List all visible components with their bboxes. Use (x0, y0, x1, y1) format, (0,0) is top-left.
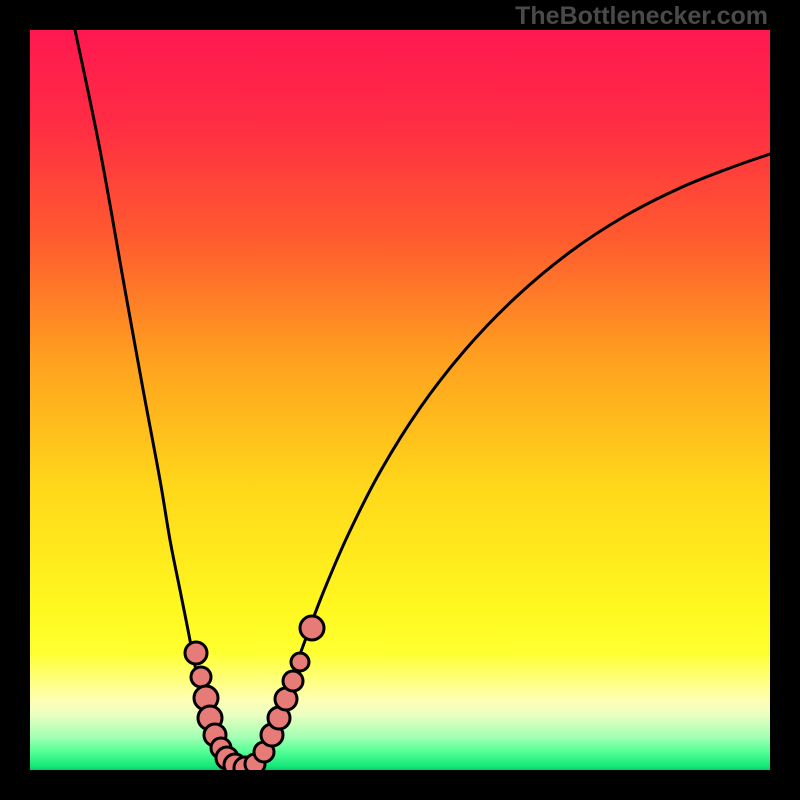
bottleneck-curve (30, 30, 770, 770)
plot-area (30, 30, 770, 770)
marker-right-7 (300, 616, 324, 640)
curve-left (75, 30, 242, 768)
marker-left-1 (191, 667, 211, 687)
curve-right (242, 154, 770, 768)
marker-right-5 (283, 671, 303, 691)
marker-right-6 (291, 653, 309, 671)
marker-left-0 (185, 642, 207, 664)
watermark-text: TheBottlenecker.com (515, 2, 768, 31)
